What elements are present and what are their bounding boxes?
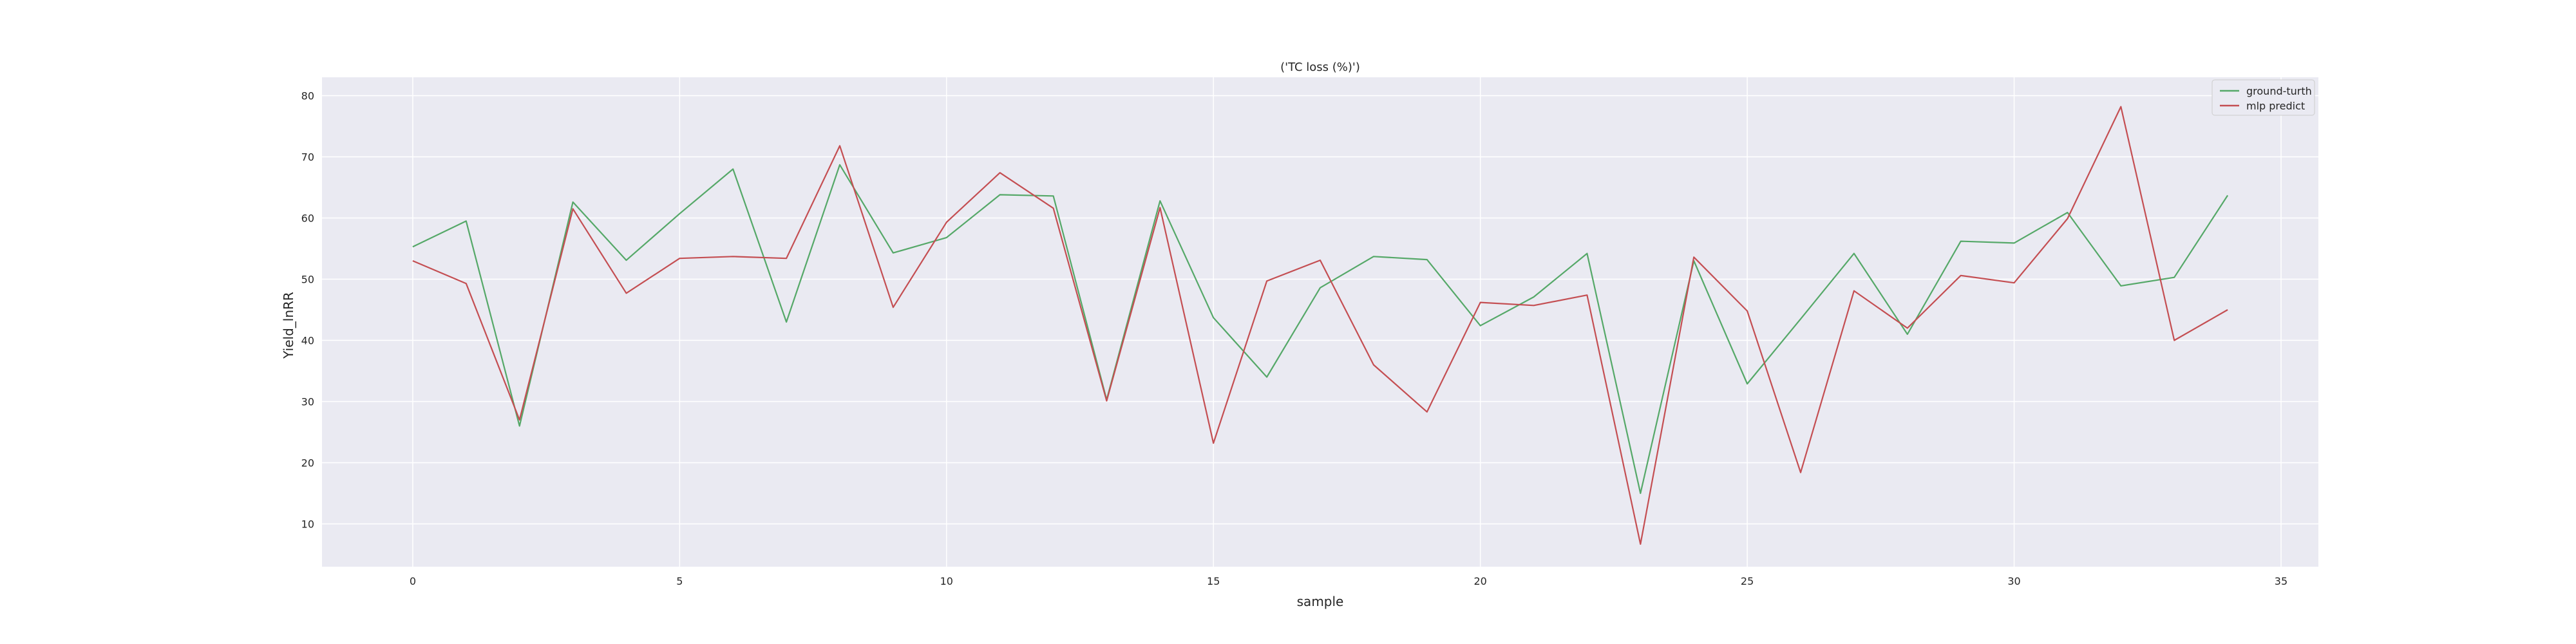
series-line-mlp-predict bbox=[412, 106, 2228, 545]
y-tick-label: 80 bbox=[301, 90, 314, 102]
x-tick-label: 10 bbox=[940, 575, 953, 587]
x-axis-label: sample bbox=[1297, 594, 1344, 609]
x-tick-label: 30 bbox=[2007, 575, 2020, 587]
y-tick-label: 50 bbox=[301, 274, 314, 286]
y-tick-label: 30 bbox=[301, 396, 314, 408]
y-axis-label: Yield_lnRR bbox=[281, 292, 296, 359]
x-tick-labels: 0 5 10 15 20 25 30 35 bbox=[410, 575, 2287, 587]
y-tick-label: 70 bbox=[301, 151, 314, 164]
legend-label-mlp-predict: mlp predict bbox=[2246, 100, 2305, 112]
y-tick-label: 10 bbox=[301, 518, 314, 531]
y-tick-label: 20 bbox=[301, 457, 314, 469]
x-tick-label: 25 bbox=[1741, 575, 1754, 587]
x-tick-label: 15 bbox=[1207, 575, 1220, 587]
x-tick-label: 20 bbox=[1473, 575, 1486, 587]
series-lines bbox=[412, 106, 2229, 545]
y-tick-label: 60 bbox=[301, 213, 314, 225]
y-tick-labels: 10 20 30 40 50 60 70 80 bbox=[301, 90, 314, 531]
series-line-ground-turth bbox=[412, 164, 2229, 495]
chart-title: ('TC loss (%)') bbox=[1280, 61, 1360, 74]
legend-label-ground-turth: ground-turth bbox=[2246, 85, 2312, 97]
legend: ground-turth mlp predict bbox=[2211, 79, 2315, 116]
y-tick-label: 40 bbox=[301, 335, 314, 347]
x-tick-label: 5 bbox=[676, 575, 683, 587]
x-tick-label: 35 bbox=[2275, 575, 2287, 587]
plot-background bbox=[322, 77, 2318, 567]
x-tick-label: 0 bbox=[410, 575, 416, 587]
